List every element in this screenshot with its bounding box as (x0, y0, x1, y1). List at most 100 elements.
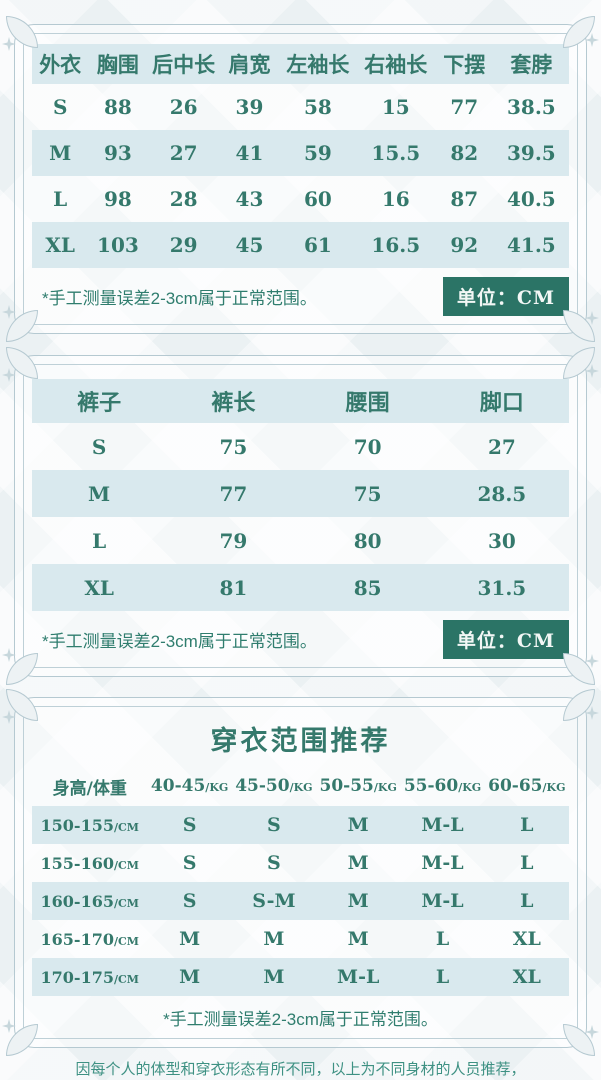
note-row: *手工测量误差2-3cm属于正常范围。 单位：CM (32, 611, 569, 665)
column-header: 裤子 (77, 390, 122, 416)
table-cell: 79 (219, 528, 248, 553)
table-row: 165-170/CM M M M L XL (32, 920, 569, 958)
column-header: 50-55/KG (316, 766, 400, 806)
corner-leaf-ornament (563, 1024, 595, 1056)
table-cell: 39.5 (507, 141, 556, 165)
table-cell: 92 (450, 233, 479, 257)
size-cell: M (347, 852, 369, 874)
size-cell: XL (512, 928, 541, 950)
column-header: 脚口 (479, 390, 524, 416)
table-cell: 98 (103, 187, 132, 211)
column-header: 身高/体重 (52, 778, 127, 799)
table-cell: 41 (235, 141, 264, 165)
sparkle-icon (2, 368, 16, 382)
table-cell: 28 (169, 187, 198, 211)
size-label-cell: L (92, 528, 107, 553)
size-label-cell: S (52, 95, 68, 119)
size-cell: L (520, 890, 534, 912)
measurement-note: *手工测量误差2-3cm属于正常范围。 (42, 632, 317, 651)
size-cell: M-L (421, 890, 464, 912)
weight-unit: /KG (458, 781, 482, 794)
size-cell: M (347, 814, 369, 836)
column-header: 腰围 (345, 390, 390, 416)
column-header: 后中长 (152, 52, 216, 77)
size-label-cell: L (53, 187, 68, 211)
table-row: 155-160/CM S S M M-L L (32, 844, 569, 882)
table-cell: 43 (235, 187, 264, 211)
size-cell: S (267, 852, 281, 874)
weight-unit: /KG (542, 781, 566, 794)
weight-range: 60-65 (488, 776, 543, 796)
column-header: 左袖长 (286, 52, 350, 77)
size-cell: S (182, 890, 197, 912)
outerwear-panel: 外衣 胸围 后中长 肩宽 左袖长 右袖长 下摆 套脖 S 88 26 39 58… (2, 16, 599, 342)
table-cell: 103 (97, 233, 139, 257)
measurement-note: *手工测量误差2-3cm属于正常范围。 (42, 289, 317, 308)
size-cell: M (179, 966, 201, 988)
corner-leaf-ornament (563, 689, 595, 721)
column-header: 肩宽 (228, 52, 271, 77)
table-cell: 45 (235, 233, 264, 257)
table-row: XL 81 85 31.5 (32, 564, 569, 611)
table-cell: 70 (353, 434, 382, 459)
table-cell: 75 (219, 434, 248, 459)
corner-leaf-ornament (563, 347, 595, 379)
pants-size-table: 裤子 裤长 腰围 脚口 S 75 70 27 M 77 75 28.5 (32, 379, 569, 611)
table-cell: 87 (450, 187, 479, 211)
table-cell: 61 (303, 233, 332, 257)
column-header: 套脖 (510, 52, 553, 77)
height-range-cell: 170-175/CM (40, 967, 139, 987)
table-cell: 82 (450, 141, 479, 165)
sparkle-icon (2, 1019, 16, 1033)
pants-panel: 裤子 裤长 腰围 脚口 S 75 70 27 M 77 75 28.5 (2, 347, 599, 685)
table-cell: 77 (219, 481, 248, 506)
table-cell: 75 (353, 481, 382, 506)
table-cell: 39 (235, 95, 264, 119)
size-cell: L (520, 814, 534, 836)
table-header-row: 身高/体重 40-45/KG 45-50/KG 50-55/KG 55-60/K… (32, 766, 569, 806)
outerwear-size-table: 外衣 胸围 后中长 肩宽 左袖长 右袖长 下摆 套脖 S 88 26 39 58… (32, 44, 569, 268)
column-header: 裤长 (211, 390, 256, 416)
table-cell: 41.5 (507, 233, 556, 257)
table-cell: 31.5 (477, 575, 527, 600)
size-label-cell: M (49, 141, 72, 165)
weight-unit: /KG (289, 781, 313, 794)
size-cell: M-L (421, 852, 464, 874)
table-row: 160-165/CM S S-M M M-L L (32, 882, 569, 920)
column-header: 胸围 (96, 52, 139, 77)
size-cell: XL (512, 966, 541, 988)
size-label-cell: XL (84, 575, 114, 600)
table-row: M 77 75 28.5 (32, 470, 569, 517)
table-cell: 77 (450, 95, 479, 119)
recommendation-title: 穿衣范围推荐 (210, 726, 391, 757)
table-cell: 81 (219, 575, 248, 600)
table-cell: 29 (169, 233, 198, 257)
size-cell: L (435, 966, 450, 988)
height-range-cell: 150-155/CM (40, 815, 139, 835)
sparkle-icon (2, 305, 16, 319)
recommendation-panel: 穿衣范围推荐 身高/体重 40-45/KG 45-50/KG 50-55/KG … (2, 689, 599, 1056)
table-cell: 30 (487, 528, 516, 553)
table-row: S 88 26 39 58 15 77 38.5 (32, 84, 569, 130)
column-header: 60-65/KG (485, 766, 569, 806)
table-cell: 16 (381, 187, 410, 211)
table-cell: 16.5 (371, 233, 421, 257)
table-header-row: 外衣 胸围 后中长 肩宽 左袖长 右袖长 下摆 套脖 (32, 44, 569, 84)
weight-unit: /KG (373, 781, 397, 794)
sparkle-icon (2, 37, 16, 51)
corner-leaf-ornament (563, 310, 595, 342)
column-header: 外衣 (39, 52, 82, 77)
table-cell: 26 (169, 95, 198, 119)
size-cell: L (435, 928, 450, 950)
size-cell: S (182, 814, 197, 836)
table-row: L 79 80 30 (32, 517, 569, 564)
column-header: 右袖长 (364, 52, 428, 77)
table-cell: 60 (303, 187, 332, 211)
size-label-cell: M (88, 481, 111, 506)
size-label-cell: XL (45, 233, 75, 257)
height-range-cell: 155-160/CM (40, 853, 139, 873)
size-cell: M-L (337, 966, 380, 988)
size-cell: M (179, 928, 201, 950)
unit-badge: 单位：CM (442, 277, 569, 316)
